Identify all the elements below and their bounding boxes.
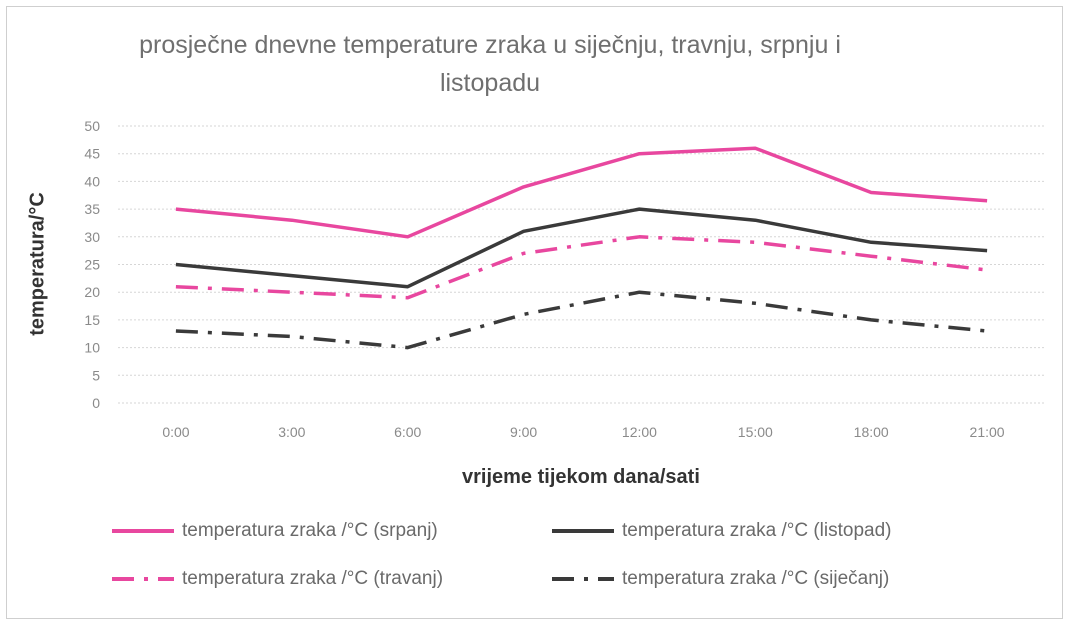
series-line-3 (175, 290, 988, 350)
y-tick-label: 30 (84, 229, 100, 245)
legend-swatch (112, 529, 174, 533)
y-tick-label: 45 (84, 146, 100, 162)
x-tick-label: 0:00 (162, 424, 189, 440)
legend-item: temperatura zraka /°C (srpanj) (110, 520, 438, 542)
y-tick-label: 10 (84, 340, 100, 356)
x-tick-label: 15:00 (738, 424, 773, 440)
x-tick-label: 12:00 (622, 424, 657, 440)
y-tick-label: 35 (84, 201, 100, 217)
chart-frame (6, 6, 1063, 619)
legend-label: temperatura zraka /°C (travanj) (182, 568, 444, 589)
legend-swatch (552, 577, 614, 581)
legend-label: temperatura zraka /°C (srpanj) (182, 520, 438, 541)
legend-item: temperatura zraka /°C (siječanj) (550, 568, 889, 590)
y-tick-label: 25 (84, 257, 100, 273)
y-tick-label: 5 (92, 367, 100, 383)
x-tick-label: 9:00 (510, 424, 537, 440)
y-tick-label: 50 (84, 118, 100, 134)
x-axis-label: vrijeme tijekom dana/sati (462, 466, 700, 488)
legend-swatch (552, 529, 614, 533)
legend-label: temperatura zraka /°C (listopad) (622, 520, 892, 541)
legend-swatch (112, 577, 174, 581)
legend-item: temperatura zraka /°C (travanj) (110, 568, 443, 590)
x-tick-label: 21:00 (970, 424, 1005, 440)
y-tick-label: 0 (92, 395, 100, 411)
y-tick-label: 15 (84, 312, 100, 328)
y-tick-label: 40 (84, 173, 100, 189)
legend-label: temperatura zraka /°C (siječanj) (622, 568, 890, 589)
x-tick-label: 3:00 (278, 424, 305, 440)
series-line-1 (175, 207, 988, 289)
chart-title: prosječne dnevne temperature zraka u sij… (139, 31, 841, 97)
series-line-0 (175, 146, 988, 239)
y-tick-label: 20 (84, 284, 100, 300)
x-tick-label: 18:00 (854, 424, 889, 440)
x-tick-label: 6:00 (394, 424, 421, 440)
series-line-2 (175, 235, 988, 300)
legend-item: temperatura zraka /°C (listopad) (550, 520, 891, 542)
